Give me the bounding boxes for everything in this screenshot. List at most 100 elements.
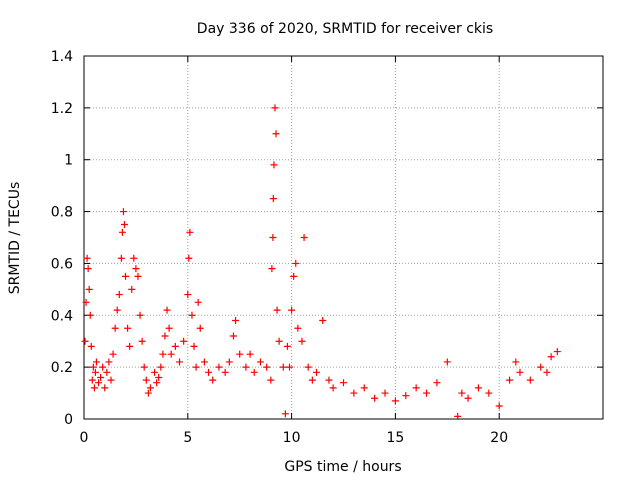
- data-point: [300, 234, 308, 241]
- data-point: [122, 272, 130, 280]
- data-point: [165, 324, 173, 332]
- data-point: [163, 306, 171, 314]
- data-point: [506, 376, 514, 384]
- data-point: [140, 363, 148, 371]
- y-tick-label: 1.4: [51, 49, 73, 65]
- data-point: [132, 265, 140, 273]
- data-point: [136, 311, 144, 319]
- data-point: [495, 402, 503, 410]
- data-point: [526, 376, 534, 384]
- x-axis-label: GPS time / hours: [284, 459, 401, 475]
- data-point: [215, 363, 223, 371]
- data-point: [87, 342, 95, 350]
- data-point: [246, 350, 254, 358]
- data-point: [232, 316, 240, 324]
- data-point: [200, 358, 208, 366]
- data-point: [188, 311, 196, 319]
- data-point: [443, 358, 451, 366]
- data-point: [81, 337, 89, 345]
- data-point: [319, 316, 327, 324]
- data-point: [281, 410, 289, 418]
- data-point: [267, 376, 275, 384]
- data-point: [256, 358, 264, 366]
- data-point: [543, 368, 551, 376]
- data-point: [192, 363, 200, 371]
- y-tick-label: 0.2: [51, 360, 73, 376]
- data-point: [313, 368, 321, 376]
- data-point: [82, 298, 90, 306]
- data-point: [537, 363, 545, 371]
- data-point: [350, 389, 358, 397]
- data-point: [371, 394, 379, 402]
- y-tick-label: 1: [64, 153, 73, 169]
- data-point: [283, 342, 291, 350]
- data-point: [89, 363, 97, 371]
- y-tick-label: 1.2: [51, 101, 73, 117]
- data-point: [138, 337, 146, 345]
- data-point: [236, 350, 244, 358]
- data-point: [161, 332, 169, 340]
- data-point: [113, 306, 121, 314]
- data-point: [167, 350, 175, 358]
- data-point: [83, 254, 91, 262]
- data-point: [196, 324, 204, 332]
- data-point: [128, 285, 136, 293]
- data-point: [99, 363, 107, 371]
- data-series: [81, 104, 561, 420]
- data-point: [288, 306, 296, 314]
- grid-lines: [84, 56, 603, 419]
- data-point: [340, 379, 347, 387]
- data-point: [221, 368, 229, 376]
- data-point: [263, 363, 271, 371]
- data-point: [111, 324, 119, 332]
- data-point: [142, 376, 150, 384]
- data-point: [242, 363, 250, 371]
- data-point: [90, 384, 98, 392]
- data-point: [423, 389, 431, 397]
- data-point: [88, 376, 96, 384]
- data-point: [433, 379, 441, 387]
- chart-title: Day 336 of 2020, SRMTID for receiver cki…: [197, 21, 493, 37]
- data-point: [101, 384, 109, 392]
- data-point: [155, 374, 163, 382]
- y-axis-label: SRMTID / TECUs: [7, 182, 23, 295]
- data-point: [91, 368, 99, 376]
- y-tick-label: 0.8: [51, 205, 73, 221]
- plot-frame: [83, 55, 604, 420]
- data-point: [290, 272, 298, 280]
- x-tick-label: 0: [80, 430, 89, 446]
- x-tick-label: 20: [490, 430, 508, 446]
- data-point: [171, 342, 179, 350]
- x-tick-label: 5: [183, 430, 192, 446]
- data-point: [474, 384, 482, 392]
- data-point: [119, 208, 127, 216]
- data-point: [270, 161, 278, 169]
- data-point: [391, 397, 399, 405]
- y-tick-label: 0: [64, 412, 73, 428]
- data-point: [272, 130, 280, 138]
- data-point: [175, 358, 183, 366]
- data-point: [516, 368, 524, 376]
- data-point: [250, 368, 258, 376]
- data-point: [485, 389, 493, 397]
- x-axis: 0 5 10 15 20: [80, 56, 508, 446]
- data-point: [225, 358, 233, 366]
- data-point: [95, 379, 103, 387]
- data-point: [286, 363, 294, 371]
- data-point: [103, 368, 111, 376]
- data-point: [124, 324, 132, 332]
- data-point: [360, 384, 368, 392]
- data-point: [144, 389, 152, 397]
- data-point: [304, 363, 312, 371]
- data-point: [180, 337, 188, 345]
- data-point: [92, 358, 100, 366]
- data-point: [547, 353, 555, 361]
- data-point: [512, 358, 520, 366]
- data-point: [86, 311, 94, 319]
- data-point: [190, 342, 198, 350]
- data-point: [159, 350, 167, 358]
- data-point: [118, 228, 126, 236]
- data-point: [117, 254, 125, 262]
- data-point: [186, 228, 194, 236]
